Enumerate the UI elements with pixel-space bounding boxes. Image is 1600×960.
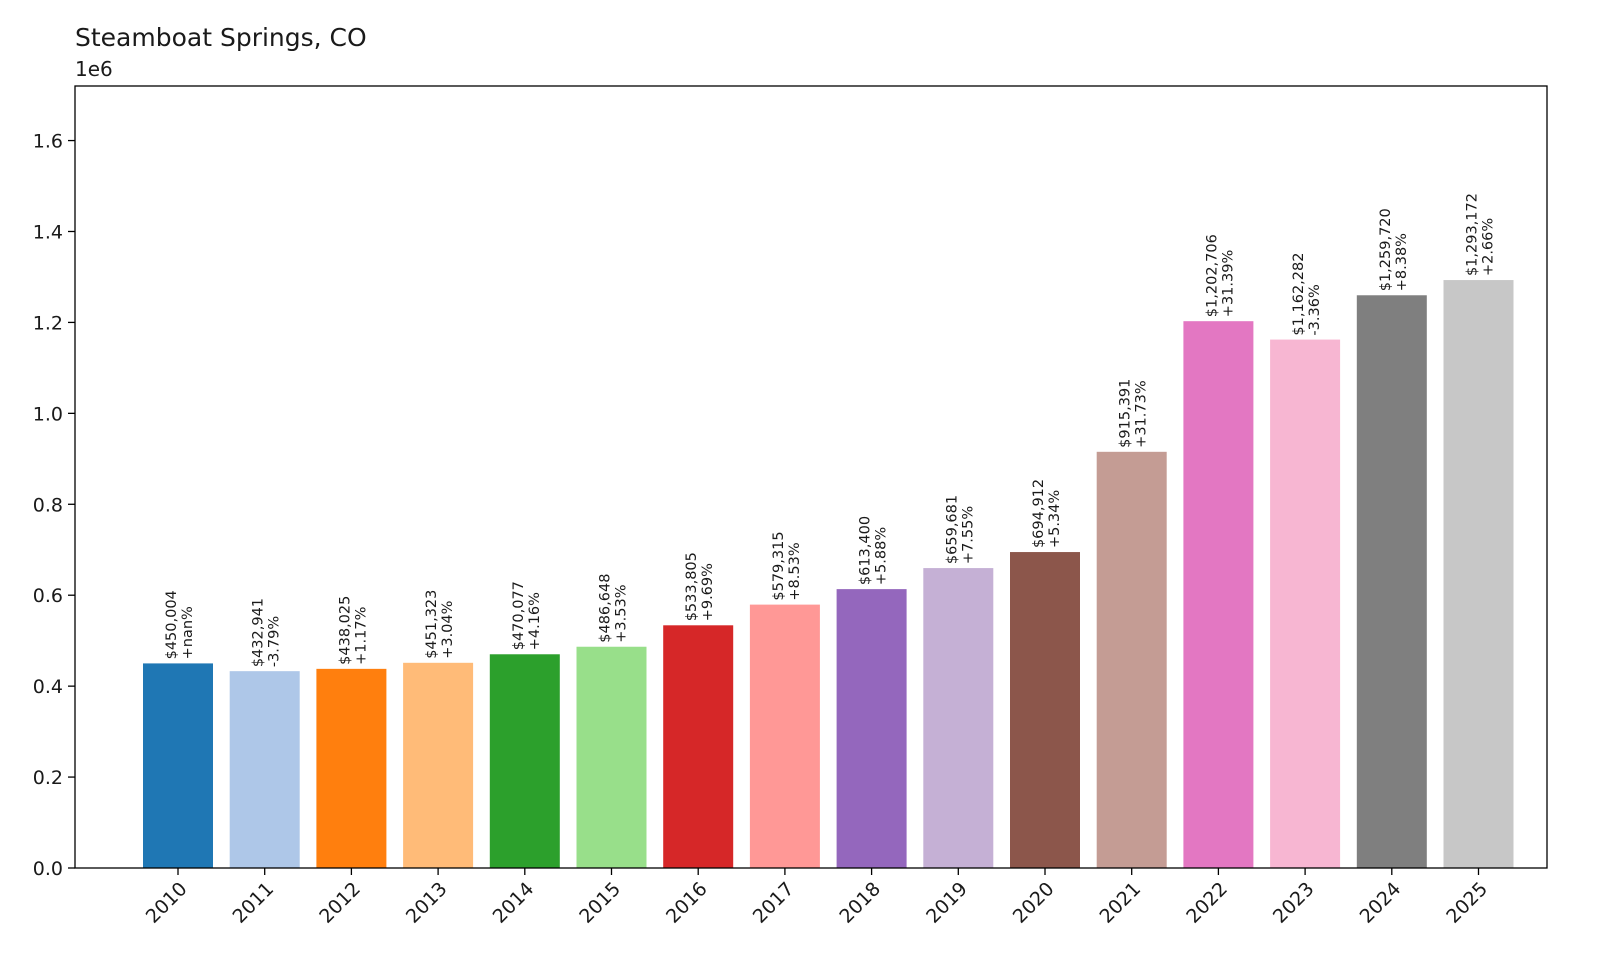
bar-change-label: +5.34% xyxy=(1047,490,1063,548)
y-tick-label: 0.2 xyxy=(33,767,63,789)
x-tick-label: 2020 xyxy=(1009,878,1059,928)
bar-change-label: +9.69% xyxy=(700,563,716,621)
bar-value-label: $1,202,706 xyxy=(1204,234,1220,317)
bar-2012 xyxy=(316,668,387,868)
bar-change-label: +31.39% xyxy=(1220,250,1236,317)
bar-change-label: +3.53% xyxy=(614,585,630,643)
bar-2011 xyxy=(229,671,300,868)
bar-value-label: $533,805 xyxy=(684,552,700,621)
bar-value-label: $659,681 xyxy=(944,495,960,564)
x-tick-label: 2016 xyxy=(662,878,712,928)
bar-change-label: +nan% xyxy=(180,606,196,659)
bar-2017 xyxy=(749,604,820,868)
y-tick-label: 1.6 xyxy=(33,131,63,153)
bar-change-label: +7.55% xyxy=(960,506,976,564)
bar-value-label: $438,025 xyxy=(337,596,353,665)
bar-value-label: $451,323 xyxy=(424,590,440,659)
bar-change-label: +4.16% xyxy=(527,592,543,650)
bar-2015 xyxy=(576,646,647,868)
y-axis-offset-label: 1e6 xyxy=(75,57,113,81)
x-tick-label: 2025 xyxy=(1442,878,1492,928)
bar-change-label: -3.79% xyxy=(267,616,283,667)
bar-change-label: +1.17% xyxy=(353,607,369,665)
x-tick-label: 2023 xyxy=(1269,878,1319,928)
bar-2024 xyxy=(1356,295,1427,868)
bar-change-label: +31.73% xyxy=(1134,380,1150,447)
bar-2014 xyxy=(489,654,560,868)
bar-value-label: $613,400 xyxy=(858,516,874,585)
bar-2022 xyxy=(1183,321,1254,868)
bar-2016 xyxy=(663,625,734,868)
x-tick-label: 2013 xyxy=(402,878,452,928)
bar-2010 xyxy=(143,663,213,868)
bar-value-label: $432,941 xyxy=(251,598,267,667)
bar-value-label: $486,648 xyxy=(598,574,614,643)
bar-value-label: $694,912 xyxy=(1031,479,1047,548)
x-tick-label: 2011 xyxy=(228,878,278,928)
y-tick-label: 1.0 xyxy=(33,403,63,425)
bar-value-label: $450,004 xyxy=(164,590,180,659)
x-axis: 2010 2011 2012 2013 2014 2015 2016 2017 2018 2019… xyxy=(142,868,1492,928)
bar-value-label: $1,162,282 xyxy=(1291,253,1307,336)
x-tick-label: 2024 xyxy=(1356,878,1406,928)
bar-change-label: +2.66% xyxy=(1481,218,1497,276)
bar-2020 xyxy=(1010,552,1080,868)
x-tick-label: 2014 xyxy=(489,878,539,928)
bar-change-label: +3.04% xyxy=(440,601,456,659)
y-tick-label: 0.6 xyxy=(33,585,63,607)
bar-2018 xyxy=(836,589,907,868)
x-tick-label: 2015 xyxy=(575,878,625,928)
bar-value-label: $1,293,172 xyxy=(1465,193,1481,276)
x-tick-label: 2022 xyxy=(1182,878,1232,928)
y-axis: 0.0 0.2 0.4 0.6 0.8 1.0 1.2 1.4 1.6 xyxy=(33,131,75,880)
x-tick-label: 2012 xyxy=(315,878,365,928)
bar-2013 xyxy=(403,662,474,868)
bar-change-label: +8.53% xyxy=(787,542,803,600)
bars-group xyxy=(143,280,1514,868)
bar-value-label: $1,259,720 xyxy=(1378,208,1394,291)
chart-title: Steamboat Springs, CO xyxy=(75,23,367,52)
bar-value-label: $579,315 xyxy=(771,531,787,600)
bar-2019 xyxy=(923,568,994,868)
bar-value-label: $470,077 xyxy=(511,581,527,650)
bar-labels-group: $450,004 +nan% $432,941 -3.79% $438,025 +1.17… xyxy=(164,193,1497,667)
bar-change-label: -3.36% xyxy=(1307,284,1323,335)
bar-change-label: +5.88% xyxy=(874,527,890,585)
x-tick-label: 2017 xyxy=(749,878,799,928)
bar-2023 xyxy=(1270,339,1341,868)
y-tick-label: 0.4 xyxy=(33,676,63,698)
y-tick-label: 1.4 xyxy=(33,221,63,243)
y-tick-label: 1.2 xyxy=(33,312,63,334)
bar-2025 xyxy=(1443,280,1514,868)
y-tick-label: 0.0 xyxy=(33,858,63,880)
bar-2021 xyxy=(1096,451,1167,868)
x-tick-label: 2021 xyxy=(1095,878,1145,928)
plot-frame xyxy=(74,85,1548,869)
y-tick-label: 0.8 xyxy=(33,494,63,516)
bar-value-label: $915,391 xyxy=(1118,379,1134,448)
x-tick-label: 2018 xyxy=(835,878,885,928)
x-tick-label: 2019 xyxy=(922,878,972,928)
bar-change-label: +8.38% xyxy=(1394,233,1410,291)
x-tick-label: 2010 xyxy=(142,878,192,928)
